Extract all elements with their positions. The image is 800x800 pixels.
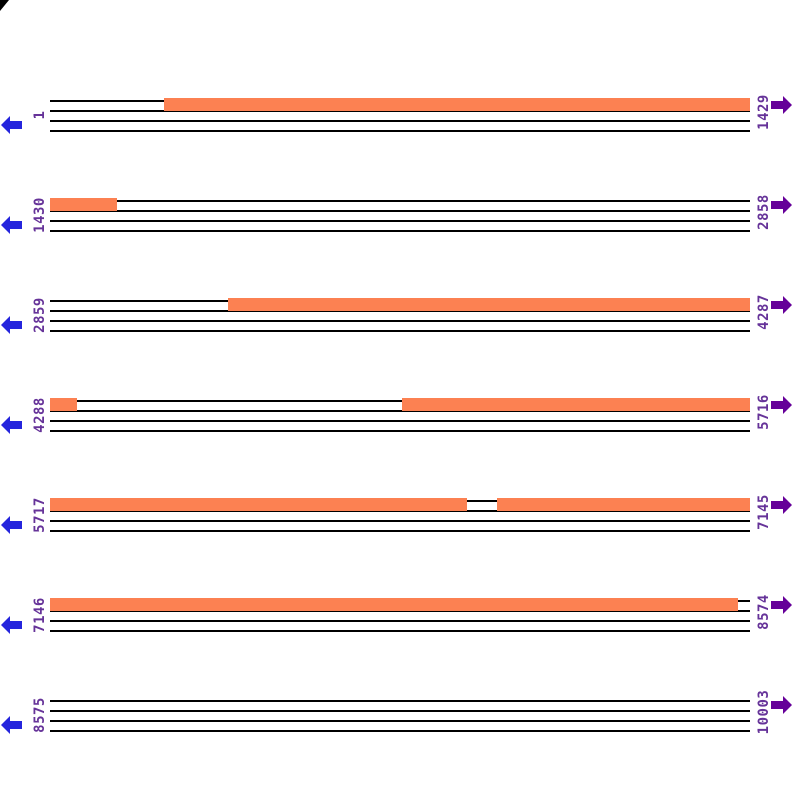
right-arrow-icon xyxy=(771,596,792,614)
right-arrow-icon xyxy=(771,296,792,314)
feature-segment xyxy=(50,497,468,511)
left-arrow-icon xyxy=(1,116,22,134)
left-arrow-icon xyxy=(1,216,22,234)
strand-line xyxy=(50,400,750,402)
strand-line xyxy=(50,430,750,432)
strand-line xyxy=(50,530,750,532)
strand-lane xyxy=(0,590,800,650)
strand-line xyxy=(50,720,750,722)
strand-lane xyxy=(0,290,800,350)
row-end-label-text: 4287 xyxy=(756,294,772,330)
left-arrow-icon xyxy=(1,416,22,434)
strand-line xyxy=(50,520,750,522)
strand-line xyxy=(50,420,750,422)
strand-line xyxy=(50,230,750,232)
map-row: 1430 2858 xyxy=(0,190,800,250)
row-end-label-text: 10003 xyxy=(756,689,772,735)
right-arrow-icon xyxy=(771,696,792,714)
strand-line xyxy=(50,130,750,132)
strand-lane xyxy=(0,690,800,750)
strand-line xyxy=(50,220,750,222)
strand-line xyxy=(50,320,750,322)
map-row: 2859 4287 xyxy=(0,290,800,350)
row-end-label-text: 2858 xyxy=(756,194,772,230)
row-end-label-text: 7145 xyxy=(756,494,772,530)
strand-line xyxy=(50,410,750,412)
right-arrow-icon xyxy=(771,396,792,414)
feature-segment xyxy=(402,397,750,411)
strand-line xyxy=(50,710,750,712)
left-arrow-icon xyxy=(1,316,22,334)
row-end-label-text: 8574 xyxy=(756,594,772,630)
strand-line xyxy=(50,730,750,732)
clipped-glyph xyxy=(0,0,9,11)
strand-line xyxy=(50,330,750,332)
map-row: 7146 8574 xyxy=(0,590,800,650)
feature-segment xyxy=(50,397,78,411)
strand-lane xyxy=(0,90,800,150)
strand-lane xyxy=(0,390,800,450)
map-row: 1 1429 xyxy=(0,90,800,150)
strand-lane xyxy=(0,190,800,250)
feature-segment xyxy=(50,597,739,611)
left-arrow-icon xyxy=(1,516,22,534)
right-arrow-icon xyxy=(771,196,792,214)
right-arrow-icon xyxy=(771,96,792,114)
strand-line xyxy=(50,120,750,122)
strand-line xyxy=(50,700,750,702)
left-arrow-icon xyxy=(1,716,22,734)
row-end-label-text: 1429 xyxy=(756,94,772,130)
map-row: 5717 7145 xyxy=(0,490,800,550)
strand-lane xyxy=(0,490,800,550)
strand-line xyxy=(50,630,750,632)
strand-line xyxy=(50,200,750,202)
left-arrow-icon xyxy=(1,616,22,634)
strand-line xyxy=(50,210,750,212)
feature-segment xyxy=(227,297,750,311)
right-arrow-icon xyxy=(771,496,792,514)
feature-segment xyxy=(50,197,118,211)
map-row: 4288 5716 xyxy=(0,390,800,450)
strand-line xyxy=(50,620,750,622)
row-end-label-text: 5716 xyxy=(756,394,772,430)
feature-segment xyxy=(497,497,750,511)
map-row: 8575 10003 xyxy=(0,690,800,750)
feature-segment xyxy=(164,97,750,111)
